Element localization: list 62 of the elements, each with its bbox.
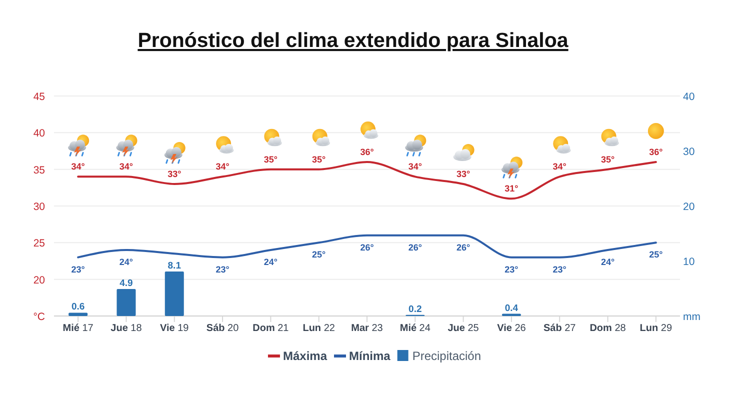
data-label: 24°	[264, 257, 278, 267]
data-label: 25°	[649, 250, 664, 260]
data-label: 34°	[408, 162, 422, 172]
x-tick-label: Jue 18	[110, 323, 142, 334]
x-tick-label: Jue 25	[448, 323, 480, 334]
x-tick-label: Lun 29	[640, 323, 672, 334]
data-label: 31°	[504, 184, 519, 194]
data-label: 34°	[216, 162, 230, 172]
y2-tick-label: 20	[683, 201, 695, 213]
data-label: 33°	[456, 169, 471, 179]
data-label: 24°	[600, 257, 615, 267]
data-label: 34°	[552, 162, 567, 172]
y-tick-label: 30	[33, 201, 46, 213]
x-tick-label: Sáb 27	[543, 323, 576, 334]
data-label: 0.6	[71, 302, 85, 313]
y-tick-label: 25	[33, 238, 46, 250]
y-tick-label: °C	[33, 311, 46, 323]
bar	[164, 271, 184, 316]
data-label: 36°	[649, 147, 664, 157]
data-label: 26°	[456, 242, 471, 252]
legend-label: Máxima	[282, 349, 328, 363]
data-label: 35°	[312, 154, 326, 164]
x-tick-label: Mié 24	[400, 323, 431, 334]
x-tick-label: Dom 28	[590, 323, 626, 334]
y-tick-label: 20	[33, 274, 46, 286]
y2-tick-label: mm	[683, 311, 701, 323]
legend-label: Mínima	[348, 349, 391, 363]
data-label: 33°	[168, 169, 182, 179]
legend-label: Precipitación	[412, 349, 482, 363]
bar	[68, 312, 88, 316]
data-label: 23°	[552, 264, 567, 274]
x-tick-label: Vie 26	[497, 323, 526, 334]
data-label: 34°	[119, 162, 134, 172]
bar	[116, 289, 136, 316]
data-label: 23°	[71, 264, 86, 274]
data-label: 23°	[216, 264, 230, 274]
y2-tick-label: 10	[683, 256, 695, 268]
x-tick-label: Mar 23	[351, 323, 384, 334]
data-label: 34°	[71, 162, 86, 172]
data-label: 25°	[312, 250, 326, 260]
x-tick-label: Lun 22	[302, 323, 336, 334]
x-tick-label: Sáb 20	[206, 323, 240, 334]
y2-tick-label: 40	[683, 91, 695, 103]
y-tick-label: 35	[33, 164, 46, 176]
x-tick-label: Dom 21	[252, 323, 290, 334]
data-label: 8.1	[168, 260, 182, 272]
data-label: 23°	[504, 264, 519, 274]
data-label: 26°	[408, 242, 422, 252]
data-label: 35°	[264, 154, 278, 164]
data-label: 36°	[360, 147, 374, 157]
chart-title: Pronóstico del clima extendido para Sinaloa	[138, 29, 569, 52]
y-tick-label: 40	[33, 128, 46, 140]
data-label: 24°	[119, 257, 134, 267]
data-label: 0.2	[408, 304, 422, 315]
x-tick-label: Vie 19	[160, 323, 190, 334]
data-label: 35°	[600, 154, 615, 164]
data-label: 4.9	[120, 278, 133, 290]
x-tick-label: Mié 17	[62, 323, 94, 334]
y2-tick-label: 30	[683, 146, 695, 158]
data-label: 26°	[360, 242, 374, 252]
y-tick-label: 45	[33, 91, 46, 103]
data-label: 0.4	[504, 302, 519, 314]
